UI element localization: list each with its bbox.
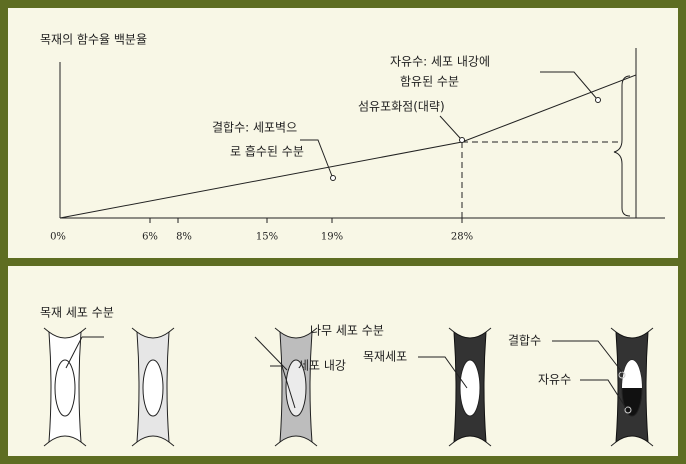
top-panel xyxy=(8,8,678,258)
tick-label: 15% xyxy=(256,232,278,243)
cell-1 xyxy=(43,327,87,447)
title: 목재의 함수율 백분율 xyxy=(40,33,147,47)
label: 목재세포 xyxy=(363,350,407,364)
cell-4 xyxy=(448,327,492,447)
label: 로 흡수된 수분 xyxy=(230,145,304,159)
point xyxy=(595,97,601,103)
label: 자유수 xyxy=(538,373,571,387)
tick-label: 8% xyxy=(176,232,192,243)
label: 세포 내강 xyxy=(298,359,346,373)
tick-label: 28% xyxy=(451,232,473,243)
label: 나무 세포 수분 xyxy=(310,324,384,338)
leader xyxy=(540,71,598,100)
tick-label: 19% xyxy=(321,232,343,243)
label: 결합수: 세포벽으 xyxy=(212,121,297,135)
leader xyxy=(439,115,461,139)
label: 자유수: 세포 내강에 xyxy=(390,55,490,69)
leader xyxy=(65,336,104,369)
brace xyxy=(613,75,631,217)
label: 결합수 xyxy=(508,334,541,348)
cell-2 xyxy=(131,327,175,447)
leader xyxy=(552,340,623,373)
bottom-panel xyxy=(8,266,678,456)
cell-5 xyxy=(610,327,654,447)
cell-3 xyxy=(274,327,318,447)
tick-label: 6% xyxy=(142,232,158,243)
subtitle: 목재 세포 수분 xyxy=(40,306,114,320)
leader xyxy=(254,336,288,371)
leader xyxy=(300,139,333,177)
leader xyxy=(270,365,296,409)
dashed-guide xyxy=(461,141,622,218)
label: 섬유포화점(대략) xyxy=(358,100,445,114)
point xyxy=(459,137,465,143)
leader xyxy=(418,356,468,389)
tick-marks xyxy=(149,218,463,223)
label: 함유된 수분 xyxy=(400,75,459,89)
tick-label: 0% xyxy=(50,232,66,243)
point xyxy=(330,175,336,181)
leader xyxy=(580,379,627,409)
